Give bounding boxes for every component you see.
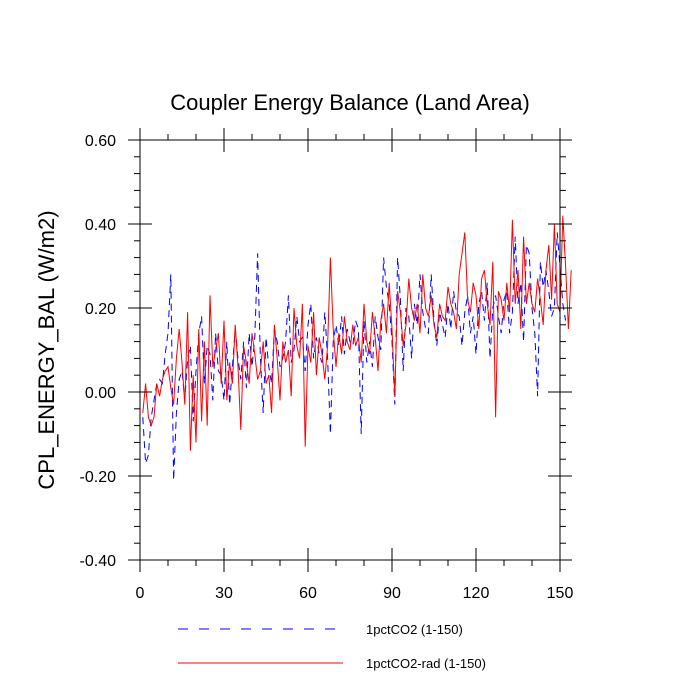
plot-frame bbox=[139, 139, 561, 561]
x-tick-label: 90 bbox=[383, 585, 401, 602]
legend-label-1pctCO2-rad: 1pctCO2-rad (1-150) bbox=[366, 656, 486, 671]
series-layer bbox=[142, 215, 572, 481]
y-tick-label: -0.20 bbox=[80, 469, 117, 486]
y-tick-label: -0.40 bbox=[80, 553, 117, 570]
chart-title: Coupler Energy Balance (Land Area) bbox=[170, 90, 530, 115]
y-axis-label: CPL_ENERGY_BAL (W/m2) bbox=[34, 210, 59, 489]
x-tick-label: 0 bbox=[136, 585, 145, 602]
y-tick-label: 0.60 bbox=[85, 133, 116, 150]
axis-ticks: 0 30 60 90 120 150 -0.40 -0.20 0.00 0.20 0.40 0.60 bbox=[80, 128, 574, 602]
y-tick-label: 0.20 bbox=[85, 301, 116, 318]
x-tick-label: 120 bbox=[463, 585, 490, 602]
legend-label-1pctCO2: 1pctCO2 (1-150) bbox=[366, 622, 463, 637]
x-tick-label: 150 bbox=[547, 585, 574, 602]
series-line-0 bbox=[142, 232, 567, 481]
x-tick-label: 30 bbox=[215, 585, 233, 602]
x-tick-label: 60 bbox=[299, 585, 317, 602]
legend: 1pctCO2 (1-150) 1pctCO2-rad (1-150) bbox=[178, 622, 486, 671]
y-tick-label: 0.00 bbox=[85, 385, 116, 402]
y-tick-label: 0.40 bbox=[85, 217, 116, 234]
series-line-1 bbox=[142, 215, 572, 451]
